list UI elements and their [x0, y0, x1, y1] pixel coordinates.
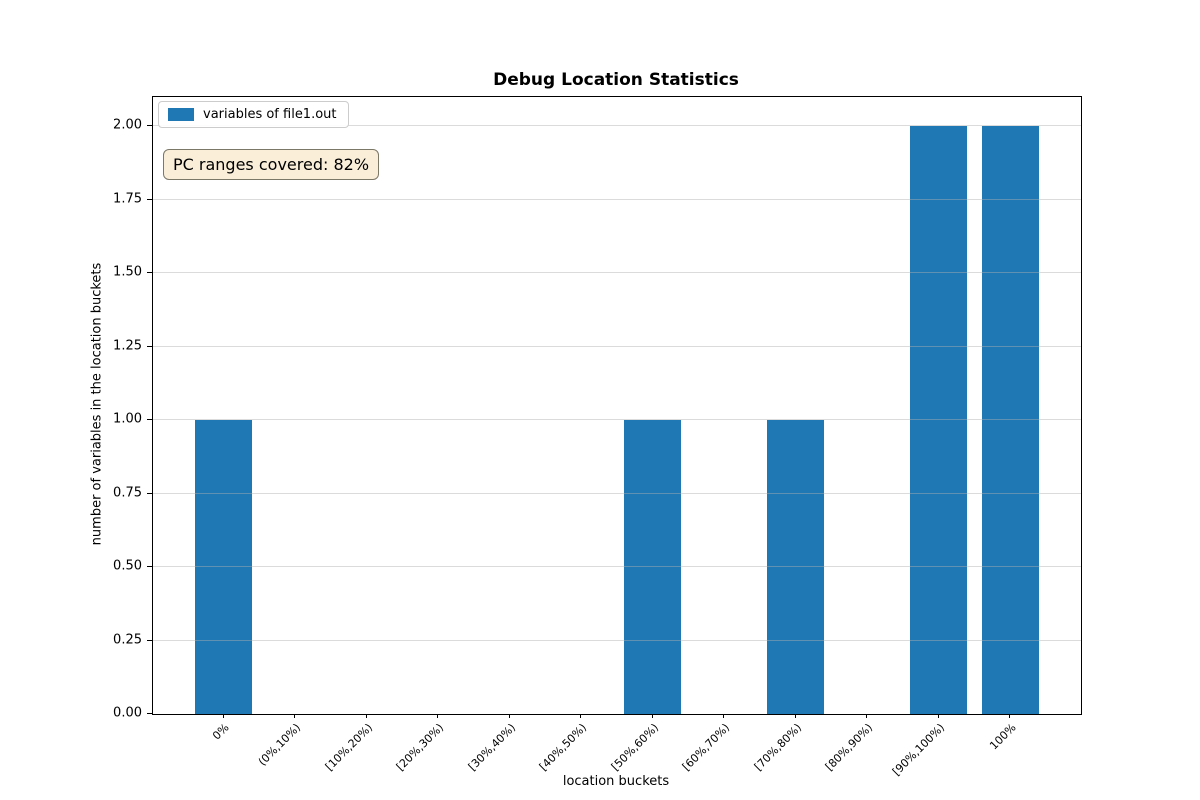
gridline	[153, 492, 1081, 494]
ytick-label: 0.75	[113, 485, 142, 501]
gridline	[153, 272, 1081, 274]
xtick-label: [30%,40%)	[465, 721, 518, 774]
gridline	[153, 198, 1081, 200]
ytick-label: 1.25	[113, 338, 142, 354]
ytick-label: 0.25	[113, 632, 142, 648]
bar-[50%,60%)	[624, 420, 682, 714]
bar-[90%,100%)	[910, 126, 968, 714]
xtick-label: [80%,90%)	[823, 721, 876, 774]
ytick-label: 0.00	[113, 705, 142, 721]
bar-0%	[195, 420, 253, 714]
xtick-label: [90%,100%)	[889, 721, 947, 779]
ytick-label: 1.75	[113, 191, 142, 207]
bar-[70%,80%)	[767, 420, 825, 714]
ytick-label: 0.50	[113, 558, 142, 574]
annotation-text: PC ranges covered: 82%	[173, 155, 370, 174]
ytick-label: 1.00	[113, 411, 142, 427]
chart-title: Debug Location Statistics	[493, 70, 739, 90]
xtick-label: [20%,30%)	[394, 721, 447, 774]
xtick-label: [60%,70%)	[680, 721, 733, 774]
xtick-label: [40%,50%)	[537, 721, 590, 774]
legend-label: variables of file1.out	[203, 107, 337, 122]
plot-area	[152, 96, 1082, 715]
gridline	[153, 419, 1081, 421]
bars-layer	[153, 97, 1081, 714]
ytick-label: 2.00	[113, 117, 142, 133]
legend: variables of file1.out	[158, 101, 349, 128]
gridlines-layer	[153, 97, 1081, 714]
gridline	[153, 345, 1081, 347]
xtick-label: 100%	[986, 721, 1019, 753]
legend-swatch-icon	[168, 108, 194, 121]
xtick-label: 0%	[210, 721, 232, 743]
bar-100%	[981, 126, 1039, 714]
annotation-box: PC ranges covered: 82%	[163, 149, 380, 180]
gridline	[153, 566, 1081, 568]
x-axis-title: location buckets	[562, 774, 670, 789]
xtick-label: [50%,60%)	[608, 721, 661, 774]
xtick-label: (0%,10%)	[256, 721, 304, 769]
gridline	[153, 639, 1081, 641]
ytick-label: 1.50	[113, 264, 142, 280]
xtick-label: [70%,80%)	[751, 721, 804, 774]
xtick-label: [10%,20%)	[322, 721, 375, 774]
y-axis-title: number of variables in the location buck…	[89, 262, 105, 546]
